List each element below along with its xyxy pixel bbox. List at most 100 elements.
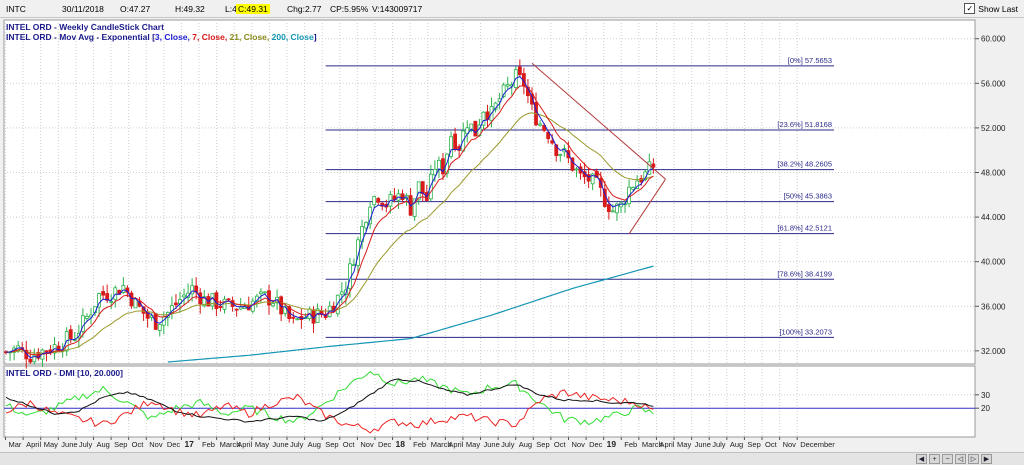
- scroll-right-icon[interactable]: ▶: [981, 454, 992, 464]
- x-tick-label: May: [44, 440, 58, 449]
- candle-body: [376, 198, 381, 203]
- ema7-line: [6, 85, 654, 356]
- x-tick-label: June: [272, 440, 288, 449]
- candle-body: [615, 203, 619, 214]
- ema21-legend: 21, Close,: [229, 32, 272, 42]
- candle-body: [174, 302, 178, 306]
- scroll-left-icon[interactable]: ◀: [916, 454, 927, 464]
- change-pct-label: CP:5.95%: [330, 4, 369, 14]
- y-tick-label: 48.000: [981, 168, 1006, 177]
- x-tick-label: Feb: [413, 440, 426, 449]
- x-tick-label: Dec: [589, 440, 603, 449]
- dmi-tick-label: 30: [981, 391, 990, 400]
- candle-body: [449, 136, 453, 157]
- candle-body: [610, 210, 615, 213]
- candlestick-chart[interactable]: Mar April May June July Aug Sep Oct Nov Dec 17 Feb M…: [0, 18, 1024, 452]
- x-tick-label: 19: [607, 439, 617, 449]
- candle-body: [517, 66, 522, 76]
- candle-body: [538, 123, 542, 126]
- zoom-out-icon[interactable]: −: [942, 454, 953, 464]
- candle-body: [85, 316, 89, 319]
- x-tick-label: April: [448, 440, 463, 449]
- x-tick-label: June: [484, 440, 500, 449]
- x-tick-label: 17: [184, 439, 194, 449]
- candle-body: [469, 123, 474, 131]
- x-tick-label: Sep: [747, 440, 760, 449]
- candle-body: [380, 202, 385, 207]
- candle-body: [586, 174, 591, 182]
- candle-body: [542, 124, 547, 131]
- open-label: O:47.27: [120, 4, 151, 14]
- candle-body: [590, 173, 595, 185]
- ema200-line: [167, 265, 654, 363]
- y-tick-label: 44.000: [981, 213, 1006, 222]
- candle-body: [109, 300, 114, 303]
- dmi-title: INTEL ORD - DMI [10, 20.000]: [6, 368, 123, 378]
- candle-body: [550, 140, 555, 144]
- candle-body: [416, 181, 421, 201]
- x-tick-label: Aug: [519, 440, 532, 449]
- x-tick-label: May: [466, 440, 480, 449]
- show-last-toggle[interactable]: ✓ Show Last: [964, 3, 1018, 14]
- x-tick-label: July: [712, 440, 726, 449]
- candle-body: [129, 292, 134, 307]
- candle-body: [505, 84, 510, 87]
- symbol-label: INTC: [6, 4, 26, 14]
- x-tick-label: May: [677, 440, 691, 449]
- horizontal-scrollbar[interactable]: ◀ + − ◁ ▷ ▶: [0, 452, 1024, 465]
- date-label: 30/11/2018: [62, 4, 104, 14]
- candle-body: [420, 181, 425, 194]
- candle-body: [226, 298, 231, 301]
- x-tick-label: Sep: [114, 440, 127, 449]
- candle-body: [400, 193, 405, 200]
- show-last-label: Show Last: [978, 3, 1018, 14]
- candle-body: [182, 294, 186, 298]
- candle-body: [635, 180, 640, 190]
- x-tick-label: Oct: [343, 440, 356, 449]
- change-label: Chg:2.77: [287, 4, 322, 14]
- candle-body: [412, 198, 417, 217]
- candle-body: [121, 285, 126, 293]
- candle-body: [501, 84, 506, 98]
- candle-body: [259, 291, 263, 295]
- dmi-panel: [3, 365, 976, 438]
- ema7-legend: 7, Close,: [192, 32, 230, 42]
- candle-body: [546, 131, 551, 140]
- candle-body: [170, 305, 174, 313]
- x-tick-label: Oct: [554, 440, 567, 449]
- x-tick-label: July: [290, 440, 304, 449]
- x-tick-label: Dec: [378, 440, 392, 449]
- x-tick-label: March: [431, 440, 452, 449]
- candle-body: [441, 158, 445, 175]
- candle-body: [339, 291, 344, 295]
- pan-left-icon[interactable]: ◁: [955, 454, 966, 464]
- x-tick-label: Sep: [536, 440, 549, 449]
- x-tick-label: Oct: [132, 440, 145, 449]
- x-tick-label: Nov: [149, 440, 163, 449]
- y-tick-label: 52.000: [981, 124, 1006, 133]
- candle-body: [647, 161, 652, 175]
- fib-level-label: [0%] 57.5653: [788, 56, 832, 65]
- x-tick-label: Feb: [202, 440, 215, 449]
- x-tick-label: May: [255, 440, 269, 449]
- candle-body: [263, 291, 267, 294]
- candle-body: [28, 358, 33, 363]
- x-tick-label: 18: [396, 439, 406, 449]
- candle-body: [335, 294, 340, 315]
- pan-right-icon[interactable]: ▷: [968, 454, 979, 464]
- ma-legend: INTEL ORD - Mov Avg - Exponential [3, Cl…: [6, 32, 317, 42]
- candle-body: [157, 324, 162, 331]
- y-tick-label: 36.000: [981, 302, 1006, 311]
- x-tick-label: April: [237, 440, 252, 449]
- candle-body: [481, 111, 486, 126]
- zoom-in-icon[interactable]: +: [929, 454, 940, 464]
- candle-body: [372, 196, 377, 206]
- trend-line: [628, 178, 666, 235]
- checkbox-icon[interactable]: ✓: [964, 3, 976, 14]
- candle-body: [97, 293, 101, 308]
- candle-body: [352, 264, 356, 267]
- candle-body: [554, 144, 559, 157]
- fib-level-label: [78.6%] 38.4199: [777, 269, 832, 278]
- fib-level-label: [61.8%] 42.5121: [777, 224, 832, 233]
- fib-level-label: [100%] 33.2073: [779, 327, 832, 336]
